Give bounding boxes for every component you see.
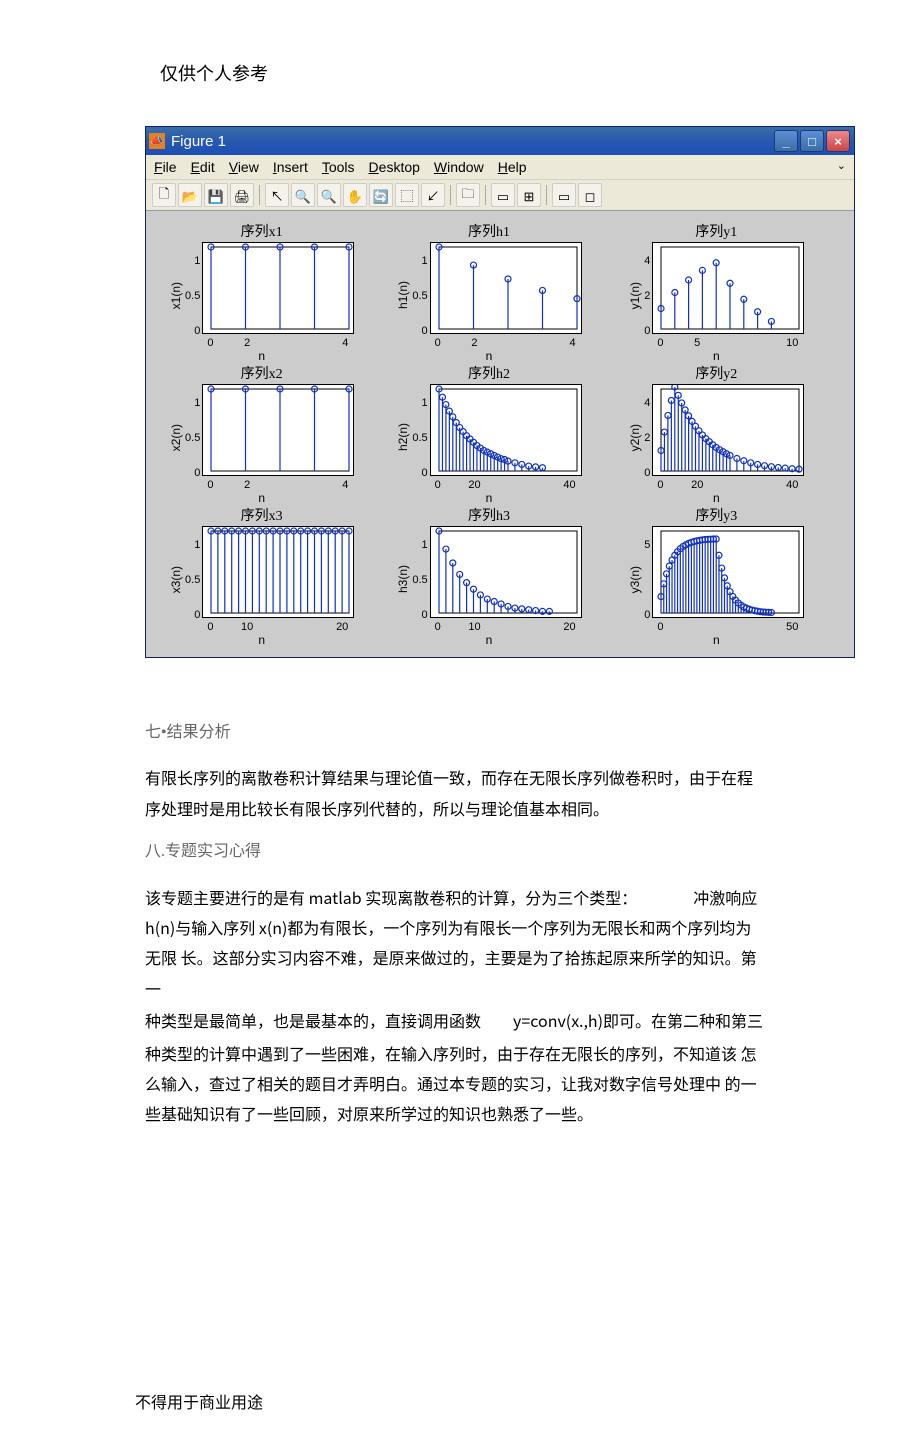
subplot: 序列h3h3(n)10.5001020n [381,505,596,647]
subplot: 序列y2y2(n)42002040n [609,363,824,505]
stem-chart [652,384,804,476]
subplot-title: 序列h1 [468,221,510,241]
toolbar-button-1[interactable]: 📂 [178,183,202,207]
subplot: 序列x2x2(n)10.50024n [154,363,369,505]
paragraph-8c: 种类型的计算中遇到了一些困难，在输入序列时，由于存在无限长的序列，不知道该 怎么… [145,1038,765,1129]
titlebar: 📣 Figure 1 _ □ × [146,127,854,155]
toolbar-button-11[interactable]: ↙ [421,183,445,207]
subplot-ylabel: x2(n) [169,424,183,451]
doc-text: 七•结果分析 有限长序列的离散卷积计算结果与理论值一致，而存在无限长序列做卷积时… [145,718,765,1129]
stem-chart [652,526,804,618]
header-note: 仅供个人参考 [160,60,880,86]
toolbar-button-9[interactable]: 🔄 [369,183,393,207]
subplot-xlabel: n [486,633,493,647]
subplot-xlabel: n [713,633,720,647]
plot-area: 序列x1x1(n)10.50024n序列h1h1(n)10.50024n序列y1… [146,211,854,657]
subplot-title: 序列h3 [468,505,510,525]
toolbar-separator [259,185,260,205]
toolbar-separator [485,185,486,205]
subplot-ylabel: x3(n) [169,566,183,593]
menu-insert[interactable]: Insert [273,159,308,175]
subplot: 序列h2h2(n)10.5002040n [381,363,596,505]
paragraph-8a: 该专题主要进行的是有 matlab 实现离散卷积的计算，分为三个类型： 冲激响应… [145,882,765,1004]
subplot-xlabel: n [713,491,720,505]
section-heading-7: 七•结果分析 [145,718,765,748]
menu-more-icon[interactable]: ⌄ [837,159,846,175]
figure-window: 📣 Figure 1 _ □ × File Edit View Insert Tools… [145,126,855,658]
subplot-title: 序列y1 [695,221,737,241]
subplot-ylabel: h2(n) [396,423,410,451]
menu-edit[interactable]: Edit [191,159,215,175]
subplot-title: 序列h2 [468,363,510,383]
subplot: 序列y1y1(n)4200510n [609,221,824,363]
subplot-title: 序列y2 [695,363,737,383]
toolbar-button-5[interactable]: ↖ [265,183,289,207]
subplot-xlabel: n [486,349,493,363]
stem-chart [202,242,354,334]
subplot-ylabel: x1(n) [169,282,183,309]
window-title: Figure 1 [171,133,226,150]
toolbar-button-10[interactable]: ⬚ [395,183,419,207]
stem-chart [430,242,582,334]
subplot-ylabel: h1(n) [396,281,410,309]
toolbar-button-2[interactable]: 💾 [204,183,228,207]
subplot-xlabel: n [258,491,265,505]
subplot-xlabel: n [258,633,265,647]
menu-file[interactable]: File [154,159,177,175]
subplot-ylabel: y3(n) [628,566,642,593]
maximize-button[interactable]: □ [800,130,824,152]
menu-tools[interactable]: Tools [322,159,355,175]
toolbar-button-0[interactable]: 🗋 [152,183,176,207]
stem-chart [430,384,582,476]
subplot-xlabel: n [713,349,720,363]
subplot-ylabel: h3(n) [396,565,410,593]
footer-note: 不得用于商业用途 [135,1389,880,1413]
subplot-ylabel: y1(n) [628,282,642,309]
menu-view[interactable]: View [229,159,259,175]
menu-desktop[interactable]: Desktop [369,159,420,175]
section-heading-8: 八.专题实习心得 [145,837,765,867]
paragraph-8b: 种类型是最简单，也是最基本的，直接调用函数 y=conv(x.,h)即可。在第二… [145,1005,765,1035]
toolbar: 🗋📂💾🖨↖🔍🔍✋🔄⬚↙🗀▭⊞▭◻ [146,180,854,211]
menubar: File Edit View Insert Tools Desktop Window Help… [146,155,854,180]
paragraph-7: 有限长序列的离散卷积计算结果与理论值一致，而存在无限长序列做卷积时，由于在程序处… [145,762,765,823]
stem-chart [652,242,804,334]
subplot-title: 序列x1 [241,221,283,241]
menu-window[interactable]: Window [434,159,484,175]
subplot-xlabel: n [486,491,493,505]
toolbar-button-3[interactable]: 🖨 [230,183,254,207]
minimize-button[interactable]: _ [774,130,798,152]
stem-chart [202,384,354,476]
toolbar-button-15[interactable]: ▭ [491,183,515,207]
subplot-ylabel: y2(n) [628,424,642,451]
toolbar-button-6[interactable]: 🔍 [291,183,315,207]
stem-chart [430,526,582,618]
toolbar-separator [546,185,547,205]
subplot-title: 序列y3 [695,505,737,525]
matlab-icon: 📣 [149,133,165,149]
subplot: 序列x1x1(n)10.50024n [154,221,369,363]
toolbar-button-8[interactable]: ✋ [343,183,367,207]
menu-help[interactable]: Help [498,159,527,175]
subplot-title: 序列x3 [241,505,283,525]
toolbar-button-18[interactable]: ▭ [552,183,576,207]
subplot: 序列x3x3(n)10.5001020n [154,505,369,647]
toolbar-button-13[interactable]: 🗀 [456,183,480,207]
subplot-xlabel: n [258,349,265,363]
subplot: 序列y3y3(n)50050n [609,505,824,647]
toolbar-button-16[interactable]: ⊞ [517,183,541,207]
toolbar-separator [450,185,451,205]
toolbar-button-7[interactable]: 🔍 [317,183,341,207]
toolbar-button-19[interactable]: ◻ [578,183,602,207]
subplot-title: 序列x2 [241,363,283,383]
stem-chart [202,526,354,618]
subplot: 序列h1h1(n)10.50024n [381,221,596,363]
close-button[interactable]: × [826,130,850,152]
